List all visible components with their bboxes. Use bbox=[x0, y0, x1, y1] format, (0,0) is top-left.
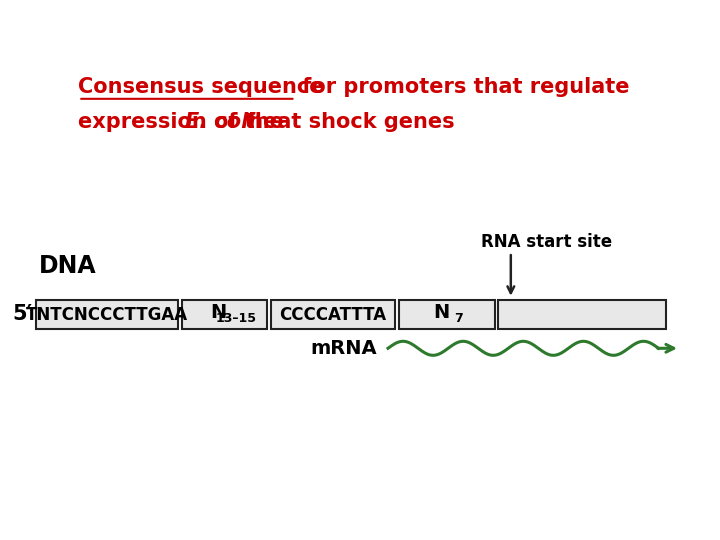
FancyBboxPatch shape bbox=[399, 300, 495, 329]
Text: mRNA: mRNA bbox=[311, 339, 377, 358]
Text: RNA start site: RNA start site bbox=[481, 233, 612, 251]
Text: 5′: 5′ bbox=[12, 304, 32, 325]
FancyBboxPatch shape bbox=[35, 300, 178, 329]
FancyBboxPatch shape bbox=[181, 300, 267, 329]
Text: DNA: DNA bbox=[39, 254, 96, 278]
Text: Consensus sequence: Consensus sequence bbox=[78, 77, 324, 97]
Text: expression of the: expression of the bbox=[78, 112, 292, 132]
Text: N: N bbox=[210, 303, 227, 322]
Text: TNTCNCCCTTGAA: TNTCNCCCTTGAA bbox=[26, 306, 188, 323]
Text: CCCCATTTA: CCCCATTTA bbox=[279, 306, 387, 323]
Text: for promoters that regulate: for promoters that regulate bbox=[295, 77, 630, 97]
Text: E. coli: E. coli bbox=[185, 112, 256, 132]
Text: heat shock genes: heat shock genes bbox=[240, 112, 454, 132]
FancyBboxPatch shape bbox=[271, 300, 395, 329]
FancyBboxPatch shape bbox=[498, 300, 666, 329]
Text: 7: 7 bbox=[454, 312, 463, 326]
Text: N: N bbox=[433, 303, 449, 322]
Text: 13–15: 13–15 bbox=[216, 312, 257, 326]
